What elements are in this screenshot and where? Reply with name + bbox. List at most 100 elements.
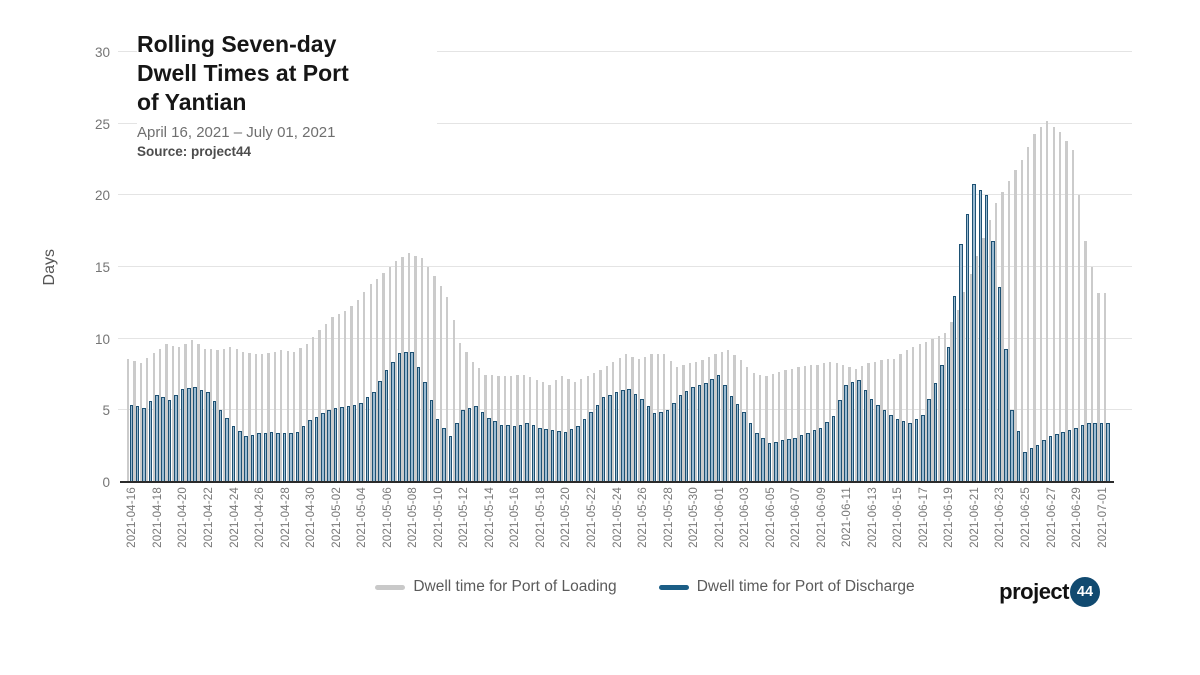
loading-bar bbox=[612, 361, 615, 482]
loading-bar bbox=[267, 353, 270, 482]
loading-bar bbox=[675, 367, 679, 482]
loading-bar bbox=[912, 347, 915, 482]
discharge-bar bbox=[1106, 423, 1110, 482]
gridline bbox=[118, 51, 1132, 52]
x-tick-label: 2021-05-26 bbox=[637, 487, 650, 548]
loading-bar bbox=[1097, 292, 1100, 482]
loading-bar bbox=[778, 371, 781, 482]
x-tick-label: 2021-06-13 bbox=[866, 487, 879, 548]
x-tick-label: 2021-05-14 bbox=[483, 487, 496, 548]
loading-bar bbox=[835, 363, 838, 482]
chart-title: Rolling Seven-day Dwell Times at Port of… bbox=[137, 31, 349, 115]
loading-bar bbox=[554, 380, 557, 482]
loading-bar bbox=[222, 348, 226, 482]
loading-bar bbox=[197, 344, 200, 482]
loading-bar bbox=[656, 354, 660, 482]
chart-header: Rolling Seven-day Dwell Times at Port of… bbox=[137, 30, 437, 165]
loading-bar bbox=[1046, 120, 1049, 482]
loading-bar bbox=[146, 358, 149, 482]
y-tick-label: 15 bbox=[94, 260, 110, 275]
loading-bar bbox=[1033, 133, 1036, 482]
loading-bar bbox=[803, 365, 806, 482]
plot-area bbox=[127, 52, 1110, 482]
loading-bar bbox=[478, 368, 481, 482]
loading-bar bbox=[229, 347, 232, 482]
x-tick-label: 2021-05-08 bbox=[407, 487, 420, 548]
loading-bar bbox=[1071, 149, 1074, 482]
loading-bar bbox=[324, 323, 328, 482]
loading-bar bbox=[133, 360, 136, 482]
x-tick-label: 2021-05-28 bbox=[662, 487, 675, 548]
y-tick-label: 10 bbox=[94, 331, 110, 347]
x-axis-line bbox=[120, 480, 1114, 483]
y-axis-ticks: 0 5 10 15 20 25 30 bbox=[70, 45, 110, 490]
loading-bar bbox=[624, 354, 628, 482]
loading-bar bbox=[707, 357, 711, 482]
x-tick-label: 2021-05-18 bbox=[534, 487, 547, 548]
loading-bar bbox=[975, 256, 979, 482]
loading-bar bbox=[688, 363, 691, 482]
x-tick-label: 2021-04-26 bbox=[254, 487, 267, 548]
loading-bar bbox=[292, 351, 296, 482]
y-axis-title-text: Days bbox=[41, 248, 58, 286]
loading-bar bbox=[178, 347, 181, 482]
loading-bar bbox=[337, 314, 340, 482]
x-tick-label: 2021-05-24 bbox=[611, 487, 624, 548]
loading-bar bbox=[950, 321, 953, 482]
loading-bar bbox=[1065, 140, 1068, 482]
loading-bar bbox=[561, 375, 564, 482]
loading-bar bbox=[1090, 267, 1094, 482]
loading-bar bbox=[682, 365, 685, 482]
loading-bar bbox=[350, 305, 353, 482]
loading-bar bbox=[401, 257, 404, 482]
loading-bar bbox=[241, 351, 245, 482]
loading-bar bbox=[918, 344, 921, 482]
loading-bar bbox=[956, 310, 960, 482]
loading-bar bbox=[886, 359, 889, 482]
loading-bar bbox=[439, 286, 443, 482]
loading-bar bbox=[592, 373, 596, 482]
loading-bar bbox=[816, 364, 819, 482]
loading-bar bbox=[139, 363, 143, 482]
y-tick-label: 0 bbox=[102, 475, 110, 490]
loading-bar bbox=[497, 375, 500, 482]
loading-bar bbox=[650, 354, 653, 482]
discharge-swatch-icon bbox=[658, 584, 689, 590]
loading-bar bbox=[573, 381, 577, 482]
loading-bar bbox=[618, 358, 621, 482]
x-tick-label: 2021-05-10 bbox=[432, 487, 445, 548]
x-tick-label: 2021-05-22 bbox=[585, 487, 598, 548]
loading-bar bbox=[599, 370, 602, 482]
x-tick-label: 2021-04-28 bbox=[279, 487, 292, 548]
loading-bar bbox=[382, 272, 385, 482]
loading-bar bbox=[931, 338, 934, 482]
legend-label-discharge: Dwell time for Port of Discharge bbox=[696, 578, 915, 595]
gridline bbox=[118, 337, 1132, 339]
loading-bar bbox=[861, 365, 864, 482]
loading-bar bbox=[848, 366, 851, 482]
loading-bar bbox=[797, 367, 800, 482]
loading-bar bbox=[631, 356, 634, 482]
loading-bar bbox=[637, 358, 640, 482]
x-tick-label: 2021-04-22 bbox=[202, 487, 215, 548]
loading-bar bbox=[854, 368, 857, 482]
x-tick-label: 2021-05-20 bbox=[560, 487, 573, 548]
loading-bar bbox=[465, 352, 468, 482]
loading-bar bbox=[809, 365, 813, 482]
y-tick-label: 5 bbox=[102, 403, 110, 419]
loading-bar bbox=[446, 297, 449, 482]
loading-bar bbox=[414, 255, 417, 482]
x-tick-label: 2021-04-16 bbox=[126, 487, 139, 548]
x-tick-label: 2021-06-05 bbox=[764, 487, 777, 548]
loading-bar bbox=[452, 320, 455, 482]
loading-bar bbox=[867, 363, 870, 482]
loading-bar bbox=[1078, 195, 1081, 482]
x-tick-label: 2021-04-24 bbox=[228, 487, 241, 548]
loading-bar bbox=[727, 350, 730, 482]
loading-bar bbox=[248, 353, 251, 482]
loading-bar bbox=[822, 363, 826, 482]
loading-bar bbox=[1007, 181, 1011, 482]
loading-bar bbox=[1001, 191, 1004, 482]
loading-bar bbox=[356, 300, 360, 482]
